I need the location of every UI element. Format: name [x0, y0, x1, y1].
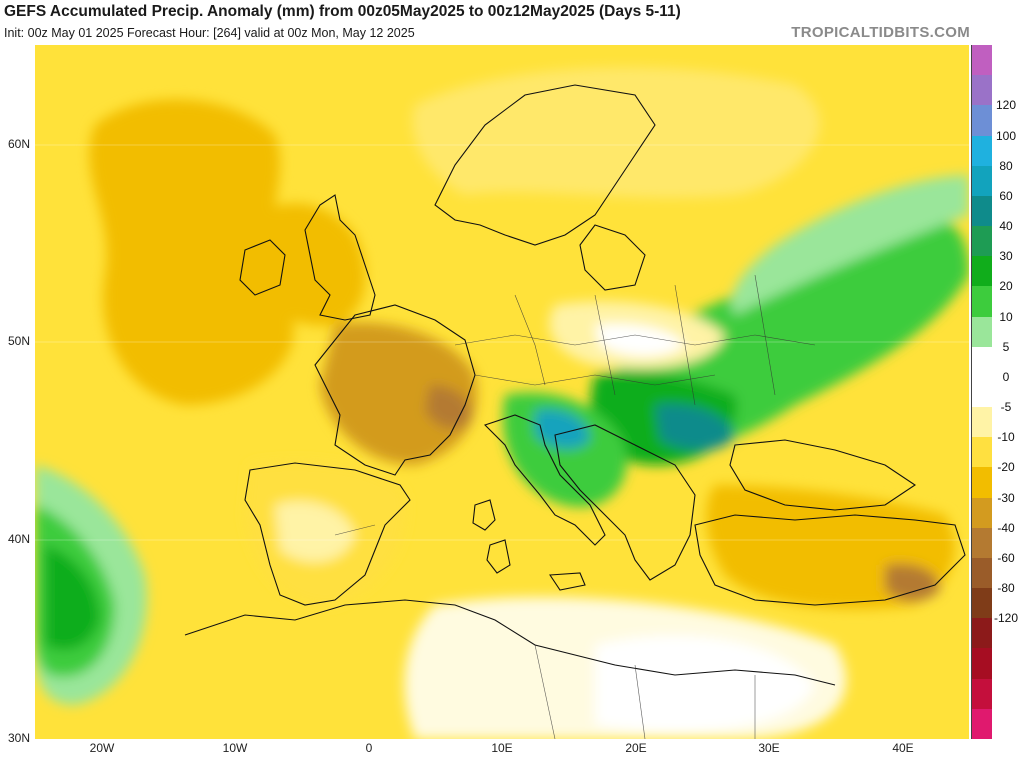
colorbar-label: 5 — [1002, 339, 1010, 354]
colorbar-swatch — [972, 557, 992, 589]
lon-label-0: 0 — [365, 741, 373, 755]
colorbar — [971, 45, 992, 739]
colorbar-label: 0 — [1002, 369, 1010, 384]
colorbar-swatch — [972, 195, 992, 227]
colorbar-label: 40 — [999, 219, 1013, 234]
lat-label-50n: 50N — [7, 334, 30, 348]
lat-label-30n: 30N — [7, 731, 30, 745]
colorbar-label: 60 — [999, 188, 1013, 203]
lon-label-10w: 10W — [222, 741, 248, 755]
colorbar-label: 20 — [999, 279, 1013, 294]
map-panel[interactable] — [35, 45, 969, 739]
colorbar-label: 100 — [995, 128, 1017, 143]
colorbar-label: -40 — [997, 520, 1015, 535]
colorbar-swatch — [972, 256, 992, 287]
map-subtitle: Init: 00z May 01 2025 Forecast Hour: [26… — [4, 26, 415, 40]
lat-label-60n: 60N — [7, 137, 30, 151]
lon-label-40e: 40E — [892, 741, 914, 755]
lat-label-40n: 40N — [7, 532, 30, 546]
colorbar-swatch — [972, 618, 992, 649]
colorbar-swatch — [972, 45, 992, 76]
colorbar-swatch — [972, 527, 992, 558]
colorbar-label: 30 — [999, 249, 1013, 264]
colorbar-label: 120 — [995, 98, 1017, 113]
source-credit: TROPICALTIDBITS.COM — [791, 24, 970, 41]
colorbar-label: -20 — [997, 460, 1015, 475]
colorbar-swatch — [972, 75, 992, 106]
colorbar-swatch — [972, 226, 992, 257]
colorbar-label: -30 — [997, 490, 1015, 505]
lon-label-10e: 10E — [491, 741, 513, 755]
colorbar-swatch — [972, 648, 992, 679]
colorbar-label: -5 — [1000, 400, 1012, 415]
lon-label-20e: 20E — [625, 741, 647, 755]
colorbar-swatch — [972, 437, 992, 468]
colorbar-swatch — [972, 376, 992, 408]
colorbar-swatch — [972, 467, 992, 498]
colorbar-label: 80 — [999, 158, 1013, 173]
colorbar-label: -60 — [997, 550, 1015, 565]
colorbar-swatch — [972, 105, 992, 136]
precip-anomaly-map — [35, 45, 969, 739]
map-title: GEFS Accumulated Precip. Anomaly (mm) fr… — [4, 3, 681, 20]
colorbar-label: -120 — [993, 611, 1019, 626]
colorbar-swatch — [972, 286, 992, 317]
lon-label-20w: 20W — [89, 741, 115, 755]
colorbar-swatch — [972, 135, 992, 166]
colorbar-swatch — [972, 346, 992, 377]
colorbar-label: -10 — [997, 430, 1015, 445]
colorbar-swatch — [972, 165, 992, 196]
colorbar-swatch — [972, 497, 992, 528]
lon-label-30e: 30E — [758, 741, 780, 755]
colorbar-swatch — [972, 708, 992, 739]
colorbar-swatch — [972, 588, 992, 619]
colorbar-label: -80 — [997, 581, 1015, 596]
colorbar-label: 10 — [999, 309, 1013, 324]
colorbar-swatch — [972, 678, 992, 709]
colorbar-swatch — [972, 316, 992, 347]
colorbar-swatch — [972, 407, 992, 438]
